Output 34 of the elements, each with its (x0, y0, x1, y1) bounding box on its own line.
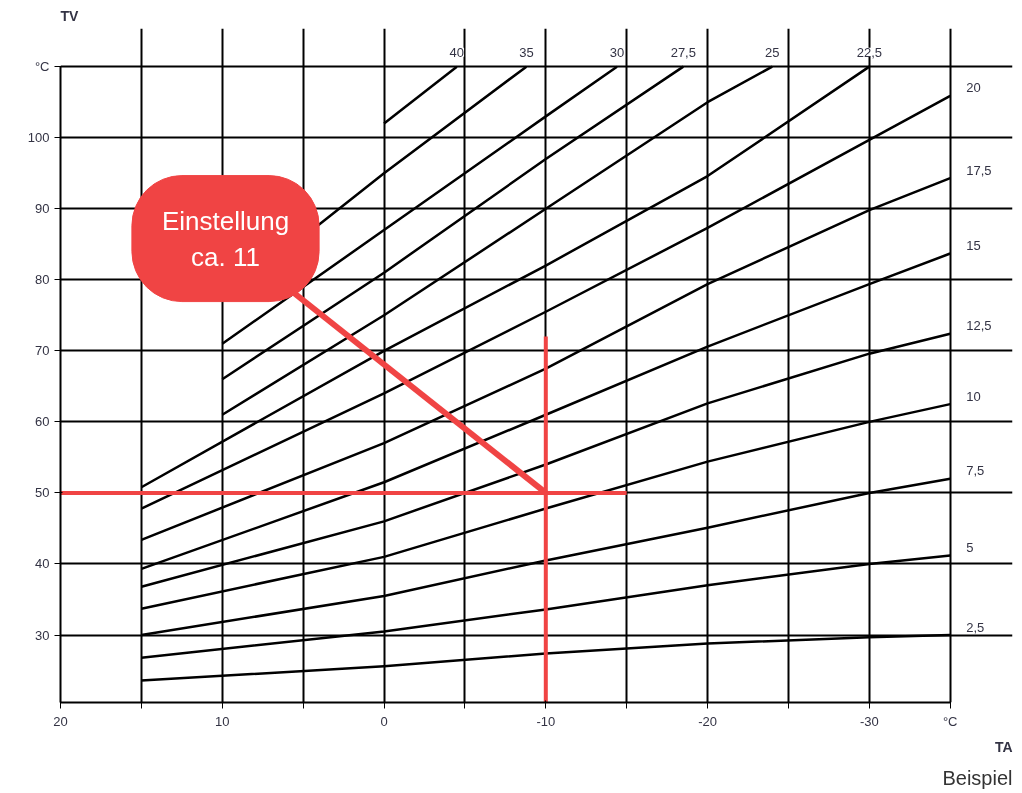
series-label: 40 (449, 44, 465, 60)
series-label: 35 (519, 44, 534, 60)
x-tick-label: 10 (215, 713, 230, 729)
series-label: 15 (966, 238, 981, 253)
x-tick-label: °C (942, 713, 958, 729)
y-tick-label: 80 (35, 272, 50, 288)
series-label: 30 (609, 44, 625, 60)
y-tick-label: 60 (35, 414, 50, 430)
y-tick-label: 100 (27, 130, 50, 146)
y-tick-label: °C (34, 59, 50, 75)
x-tick-label: 20 (53, 713, 68, 729)
series-label: 10 (966, 388, 981, 404)
annotation: Einstellung ca. 11 (161, 205, 290, 272)
series-label: 17,5 (966, 162, 992, 178)
x-tick-label: -30 (859, 713, 879, 729)
text: Beispiel (942, 766, 1013, 789)
series-label: 27,5 (670, 44, 696, 60)
x-tick-label: -20 (698, 713, 717, 729)
series-label: 12,5 (966, 318, 992, 334)
y-tick-label: 70 (35, 343, 50, 359)
series-label: 2,5 (966, 619, 985, 635)
y-tick-label: 90 (35, 201, 50, 217)
y-tick-label: 40 (35, 556, 50, 572)
x-tick-label: -10 (536, 713, 556, 729)
series-label: 25 (765, 44, 780, 60)
y-axis-title: TV (60, 7, 80, 24)
x-axis-title: TA (994, 738, 1013, 755)
series-label: 20 (966, 80, 981, 96)
y-tick-label: 30 (35, 627, 50, 643)
series-label: 22,5 (856, 44, 882, 60)
series-label: 7,5 (966, 463, 985, 479)
x-tick-label: 0 (380, 713, 388, 729)
y-tick-label: 50 (35, 485, 50, 501)
series-label: 5 (966, 539, 974, 555)
